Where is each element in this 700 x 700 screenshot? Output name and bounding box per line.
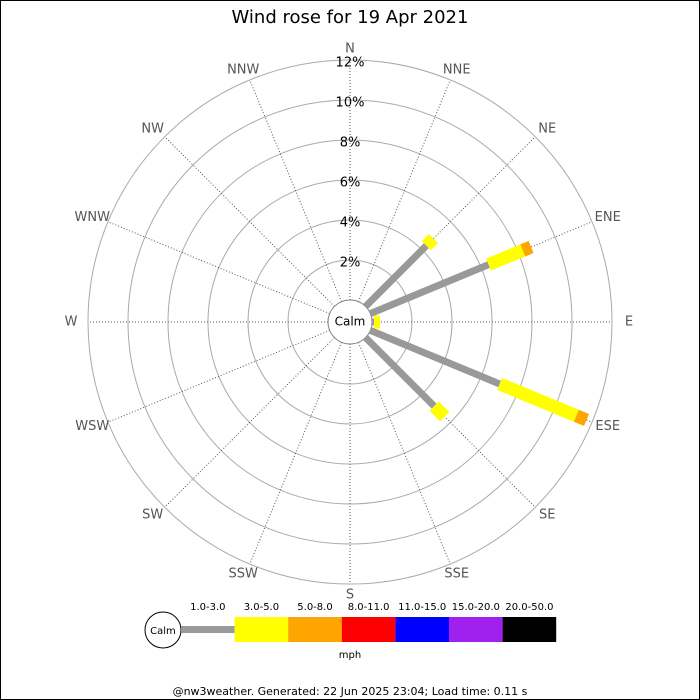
- wind-segment: [497, 377, 579, 422]
- direction-label: ENE: [595, 210, 621, 225]
- wind-segment: [486, 244, 526, 271]
- spoke: [164, 136, 335, 307]
- direction-label: NW: [141, 121, 164, 136]
- legend-calm-label: Calm: [150, 626, 176, 637]
- direction-label: NNW: [227, 62, 259, 77]
- direction-label: ESE: [595, 419, 620, 434]
- footer: @nw3weather. Generated: 22 Jun 2025 23:0…: [173, 685, 528, 698]
- legend-swatch: [341, 617, 396, 642]
- spoke: [249, 342, 343, 565]
- wind-segment: [573, 409, 590, 426]
- wind-segment: [363, 243, 429, 309]
- legend-swatch: [288, 617, 342, 642]
- ring-label: 4%: [340, 216, 361, 231]
- direction-label: SE: [539, 508, 555, 523]
- ring: [127, 99, 573, 545]
- direction-label: NE: [538, 121, 556, 136]
- spoke: [357, 342, 451, 565]
- wind-segment: [421, 233, 439, 251]
- direction-label: NNE: [443, 62, 471, 77]
- spoke: [249, 79, 343, 302]
- legend-swatch: [395, 617, 449, 642]
- legend-label: 11.0-15.0: [398, 602, 446, 613]
- units: mph: [339, 650, 361, 661]
- wind-segment: [429, 401, 450, 422]
- spoke: [357, 79, 451, 302]
- direction-label: WSW: [75, 419, 109, 434]
- spoke: [164, 337, 335, 508]
- legend-swatch: [449, 617, 503, 642]
- direction-label: E: [625, 315, 633, 330]
- direction-label: SW: [142, 508, 163, 523]
- legend-swatch: [181, 626, 235, 633]
- direction-label: N: [345, 42, 355, 57]
- ring: [247, 219, 453, 425]
- ring-label: 10%: [336, 96, 365, 111]
- direction-label: SSW: [229, 567, 259, 582]
- legend-label: 3.0-5.0: [244, 602, 279, 613]
- wind-segment: [368, 261, 490, 317]
- wind-segment: [520, 240, 534, 257]
- calm-label: Calm: [335, 315, 366, 329]
- spoke: [107, 221, 330, 315]
- legend-label: 1.0-3.0: [190, 602, 225, 613]
- chart-title: Wind rose for 19 Apr 2021: [232, 7, 469, 28]
- direction-label: WNW: [75, 210, 111, 225]
- legend-swatch: [234, 617, 289, 642]
- spoke: [107, 329, 330, 423]
- legend-label: 5.0-8.0: [297, 602, 332, 613]
- wind-segment: [368, 327, 502, 388]
- legend-swatch: [502, 617, 557, 642]
- wind-segment: [363, 335, 437, 409]
- legend-label: 8.0-11.0: [348, 602, 390, 613]
- legend-label: 15.0-20.0: [452, 602, 500, 613]
- ring: [87, 59, 613, 585]
- legend-label: 20.0-50.0: [505, 602, 553, 613]
- direction-label: W: [65, 315, 78, 330]
- direction-label: S: [346, 588, 354, 603]
- direction-label: SSE: [444, 567, 469, 582]
